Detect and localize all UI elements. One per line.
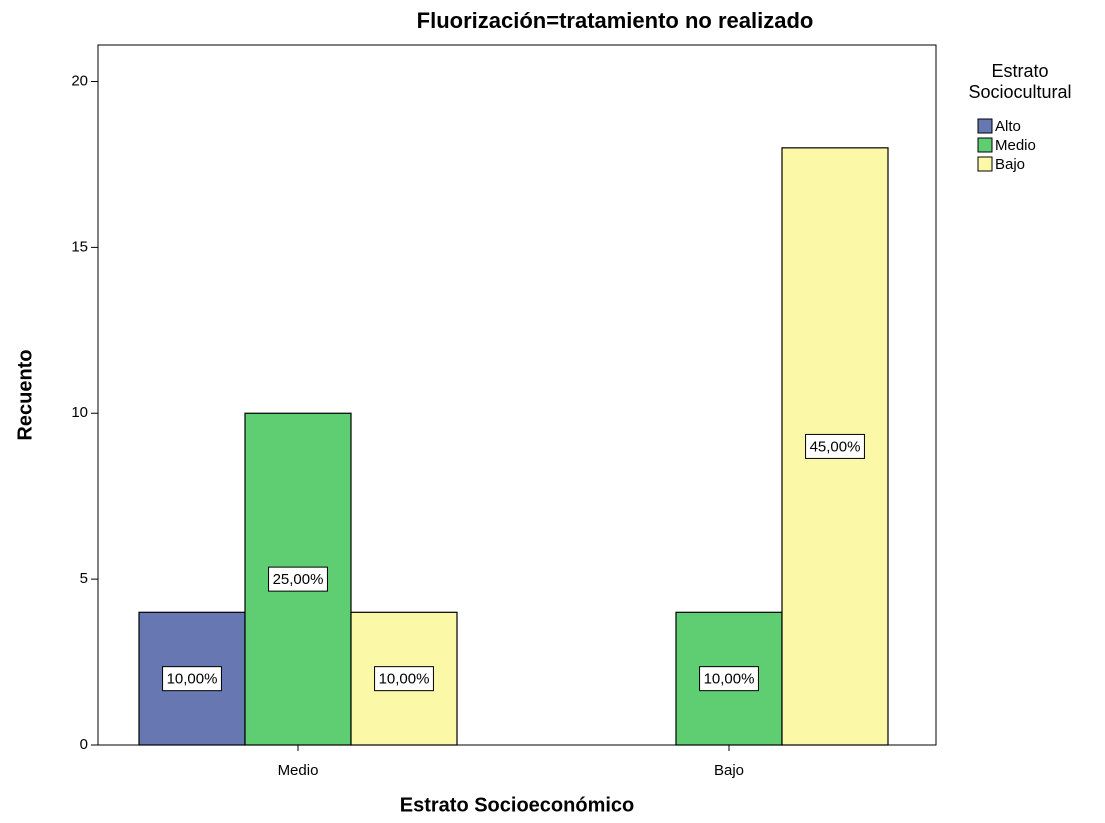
data-label: 10,00%: [704, 671, 755, 688]
data-label-box: [805, 433, 865, 459]
legend-label: Bajo: [995, 156, 1025, 173]
y-tick-label: 15: [71, 238, 88, 255]
legend-swatch: [977, 118, 993, 134]
data-label-box: [699, 666, 759, 692]
x-tick-label: Bajo: [714, 762, 744, 779]
y-tick-label: 20: [71, 72, 88, 89]
chart-title: Fluorización=tratamiento no realizado: [417, 8, 814, 33]
legend-swatch: [977, 156, 993, 172]
x-tick-label: Medio: [278, 762, 319, 779]
legend-label: Medio: [995, 137, 1036, 154]
legend-title: Estrato: [991, 61, 1048, 81]
y-tick-label: 5: [80, 570, 88, 587]
data-label-box: [268, 566, 328, 592]
data-label: 10,00%: [379, 671, 430, 688]
legend-label: Alto: [995, 118, 1021, 135]
y-tick-label: 10: [71, 404, 88, 421]
data-label: 45,00%: [810, 438, 861, 455]
data-label-box: [162, 666, 222, 692]
legend-swatch: [977, 137, 993, 153]
data-label: 10,00%: [167, 671, 218, 688]
y-axis-title: Recuento: [14, 349, 36, 440]
y-tick-label: 0: [80, 736, 88, 753]
legend-title: Sociocultural: [968, 82, 1071, 102]
plot-area: [97, 44, 937, 746]
x-axis-title: Estrato Socioeconómico: [400, 794, 635, 816]
data-label: 25,00%: [273, 571, 324, 588]
data-label-box: [374, 666, 434, 692]
